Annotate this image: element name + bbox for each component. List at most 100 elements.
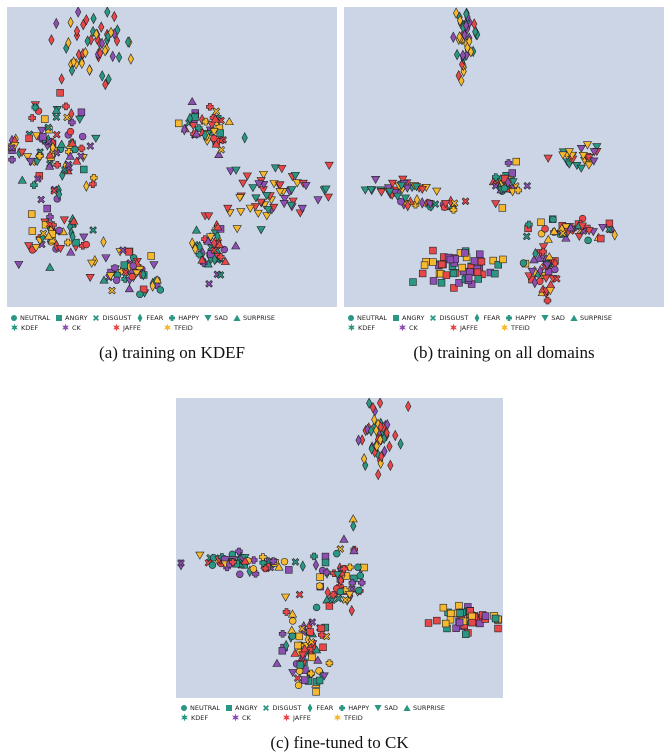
data-point [543,234,553,243]
legend-label: ANGRY [402,314,425,322]
data-point [205,280,213,288]
data-point [90,173,98,182]
legend-item: DISGUST [429,314,468,322]
legend-label: NEUTRAL [357,314,388,322]
triangle-up-icon [233,314,241,321]
legend-label: TFEID [344,713,363,722]
data-point [87,259,97,268]
legend-item: SURPRISE [233,314,275,322]
data-point [514,186,522,195]
data-point [417,185,427,195]
data-point [584,161,594,170]
legend-label: SAD [384,704,398,712]
data-point [107,26,115,39]
data-point [39,133,47,141]
legend-label: DISGUST [102,314,132,322]
data-point [476,619,484,628]
triangle-up-icon [403,704,411,711]
data-point [463,19,470,32]
data-point [339,534,349,543]
data-point [280,557,289,566]
data-point [290,648,300,657]
data-point [333,549,341,558]
data-point [297,204,307,213]
data-point [66,127,75,136]
data-point [450,199,459,208]
data-point [62,102,70,111]
star-icon [334,713,341,722]
data-point [259,553,267,561]
data-point [105,73,112,85]
data-point [398,175,408,184]
data-point [598,223,608,232]
square-icon [226,705,233,711]
data-point [206,103,214,111]
data-point [350,520,357,532]
data-point [101,254,111,263]
data-point [64,238,72,247]
data-point [360,563,368,572]
data-point [56,89,64,97]
legend-item: NEUTRAL [10,314,50,322]
data-point [494,624,502,633]
data-point [49,141,56,154]
diamond-icon [138,314,143,322]
data-point [299,560,306,572]
data-point [85,274,95,283]
data-point [468,618,476,627]
circle-icon [348,315,354,321]
legend-item: NEUTRAL [347,314,387,322]
data-point [315,676,324,685]
data-point [317,624,325,633]
data-point [210,134,218,143]
data-point [251,194,261,203]
legend-label: KDEF [358,323,376,332]
data-point [368,425,375,437]
legend-item: CK [61,323,107,332]
plus-icon [169,315,176,321]
data-point [35,152,44,160]
data-point [313,655,323,664]
data-point [325,659,334,667]
legend-label: FEAR [483,314,501,322]
data-point [364,423,371,436]
data-point [191,129,201,138]
data-point [441,200,451,209]
data-point [541,225,549,233]
data-point [576,144,586,154]
data-point [375,468,382,481]
star-icon [164,323,171,332]
star-icon [501,323,508,332]
data-point [216,271,225,279]
data-point [325,602,334,610]
data-point [387,459,394,472]
data-point [232,225,242,234]
legend-item: TFEID [333,713,379,722]
circle-icon [348,315,354,321]
data-point [377,457,384,470]
legend-item: JAFFE [112,323,158,332]
data-point [199,113,206,126]
diamond-icon [475,314,480,322]
data-point [52,113,61,121]
scatter-plot-b [344,7,664,307]
data-point [592,143,602,152]
data-point [41,115,49,123]
data-point [429,258,437,266]
legend-label: TFEID [511,323,530,332]
x-icon [93,315,100,321]
data-point [249,565,258,573]
square-icon [226,705,233,711]
legend-label: ANGRY [235,704,258,712]
data-point [197,255,207,264]
data-point [217,146,226,154]
data-point [67,16,74,29]
data-point [57,139,67,148]
data-point [578,152,588,161]
data-point [308,653,316,662]
data-point [537,218,545,226]
legend-item: DISGUST [262,704,301,712]
data-point [358,578,366,587]
data-point [120,261,129,269]
data-point [402,184,412,193]
